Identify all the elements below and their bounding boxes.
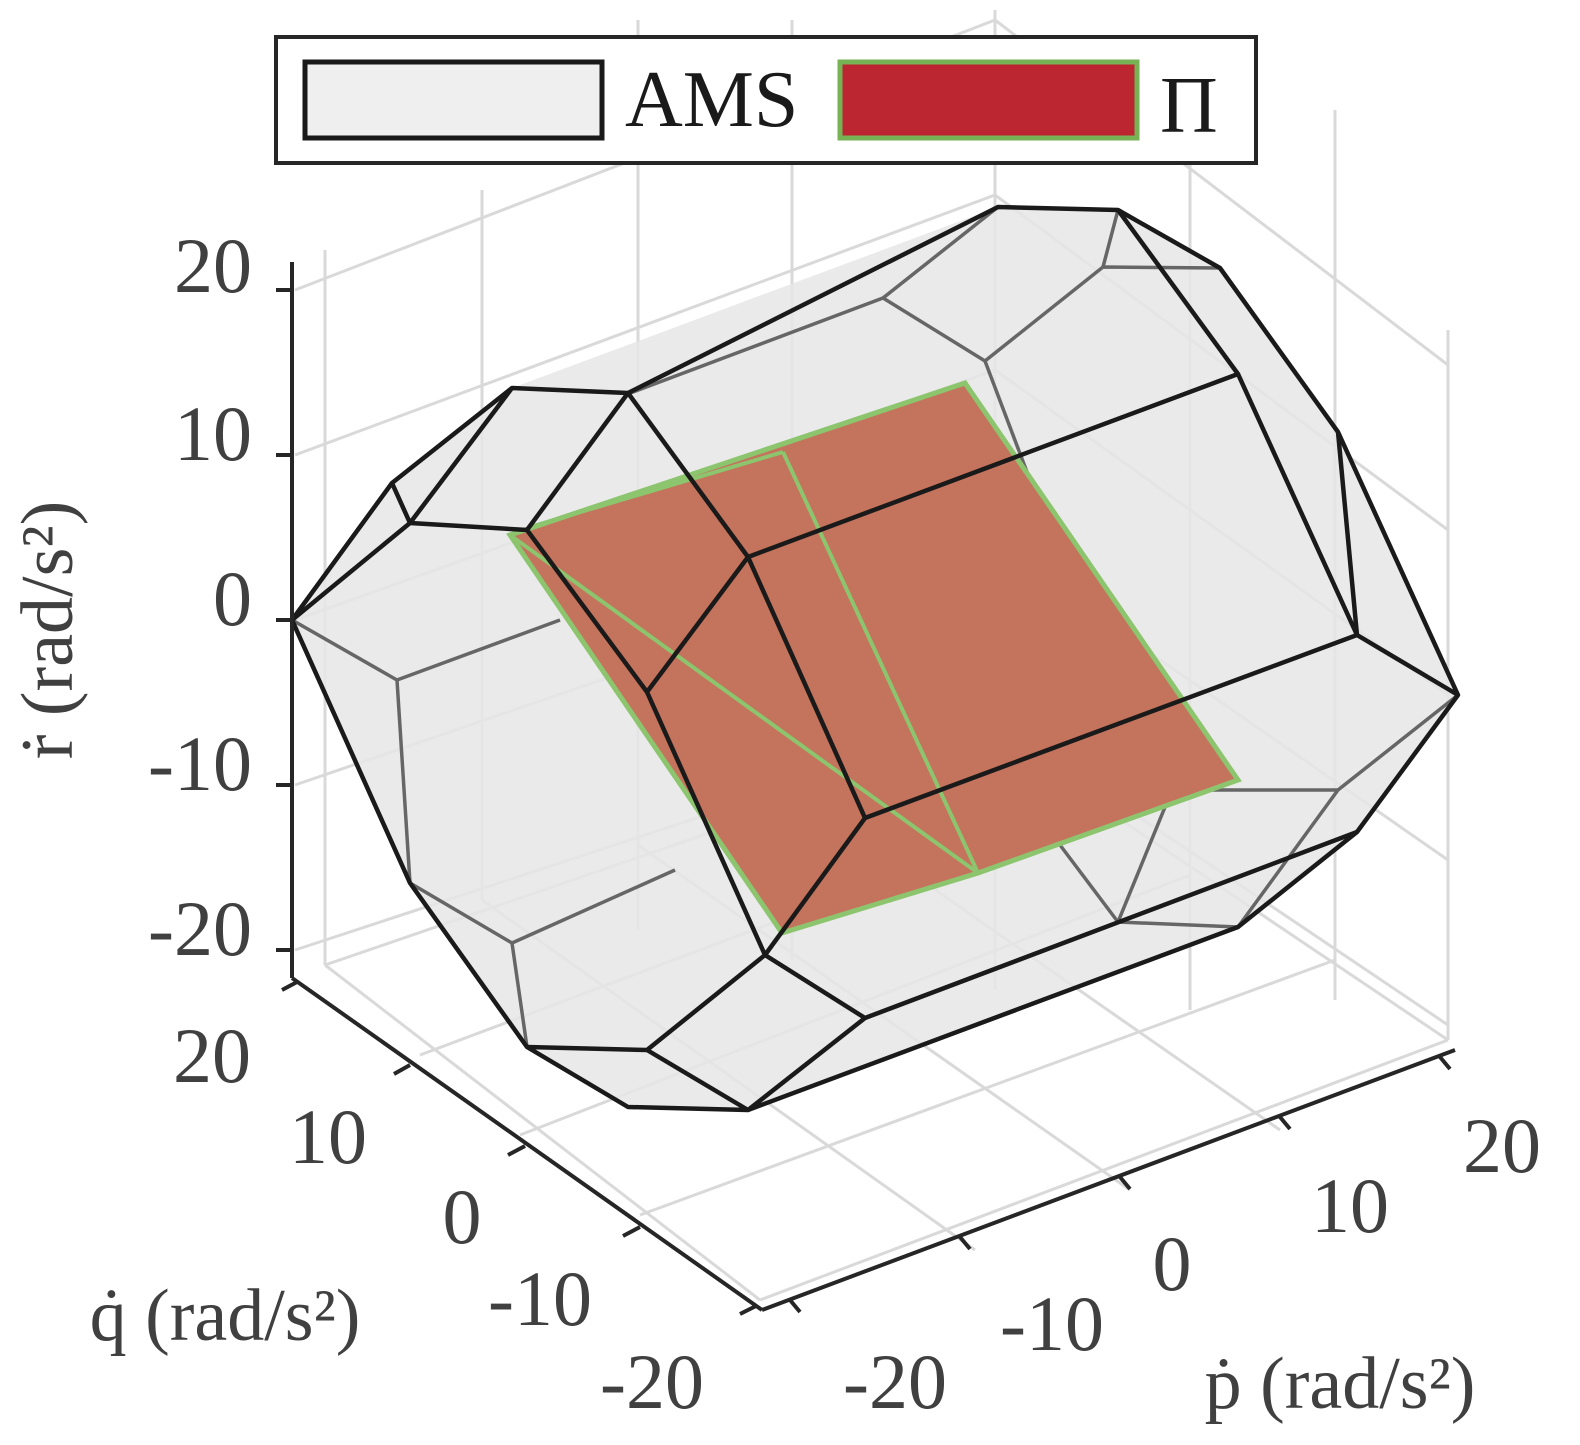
legend-label-ams: AMS — [625, 56, 798, 144]
ams-edge — [389, 482, 413, 524]
axes — [276, 262, 1456, 1316]
ams-hidden-edge — [1101, 209, 1120, 268]
y-tick-label: 0 — [443, 1173, 482, 1260]
grid-line — [294, 193, 996, 457]
z-axis-label: ṙ (rad/s²) — [7, 501, 89, 759]
y-tick — [739, 1304, 757, 1316]
z-tick-label: -20 — [148, 885, 252, 972]
x-tick-label: 0 — [1153, 1220, 1192, 1307]
y-tick-label: -10 — [488, 1255, 592, 1342]
ams-edge — [408, 386, 514, 525]
ams-edge — [525, 391, 751, 695]
z-tick-label: 20 — [174, 222, 252, 309]
z-tick-label: -10 — [148, 720, 252, 807]
ams-edge — [290, 391, 630, 622]
x-tick — [1278, 1115, 1292, 1131]
pi-edge — [529, 450, 784, 529]
x-tick — [958, 1235, 972, 1251]
ams-hidden-edge — [983, 360, 1032, 481]
ams-edge — [645, 1048, 750, 1112]
ams-hidden-edge — [1115, 788, 1338, 929]
ams-hidden-edge — [1058, 843, 1120, 924]
y-axis-line — [290, 976, 764, 1312]
x-tick-label: -20 — [843, 1338, 947, 1425]
z-tick-label: 10 — [174, 390, 252, 477]
y-tick-labels: 20 10 0 -10 -20 — [173, 1012, 704, 1425]
legend-label-pi: Π — [1160, 62, 1218, 150]
y-tick — [281, 980, 298, 992]
ams-front-edges — [289, 204, 1461, 1113]
ams-hidden-edge — [511, 868, 676, 945]
legend: AMS Π — [274, 35, 1258, 165]
y-tick — [507, 1144, 526, 1157]
y-axis-label: q̇ (rad/s²) — [90, 1275, 361, 1357]
grid-line — [324, 963, 761, 1302]
pi-edge — [508, 533, 980, 875]
y-tick — [622, 1225, 641, 1238]
ams-hidden-edge — [396, 618, 561, 682]
x-tick — [1438, 1055, 1452, 1071]
z-tick-label: 0 — [213, 555, 252, 642]
x-tick-label: -10 — [1000, 1280, 1104, 1367]
x-axis-line — [761, 1048, 1456, 1312]
y-tick — [393, 1063, 411, 1076]
x-axis-label: ṗ (rad/s²) — [1205, 1343, 1476, 1425]
x-tick-label: 20 — [1463, 1102, 1541, 1189]
x-tick — [1118, 1175, 1132, 1191]
ams-edge — [289, 204, 1461, 1113]
ams-hidden-edge — [624, 296, 884, 397]
ams-hidden-edge — [409, 881, 513, 945]
y-tick-label: 20 — [173, 1012, 251, 1099]
y-tick-label: -20 — [600, 1338, 704, 1425]
z-tick-labels: 20 10 0 -10 -20 — [148, 222, 252, 972]
grid-line — [639, 958, 1336, 1217]
ams-edge — [1335, 431, 1360, 636]
y-tick-label: 10 — [289, 1093, 367, 1180]
x-tick-labels: -20 -10 0 10 20 — [843, 1102, 1541, 1425]
x-tick — [788, 1298, 802, 1314]
ams-edge — [746, 1016, 867, 1112]
pi-edge — [781, 451, 980, 874]
x-tick-label: 10 — [1311, 1162, 1389, 1249]
ams-hidden-edge — [510, 942, 529, 1048]
legend-swatch-ams — [302, 59, 605, 141]
legend-swatch-pi — [837, 59, 1140, 141]
